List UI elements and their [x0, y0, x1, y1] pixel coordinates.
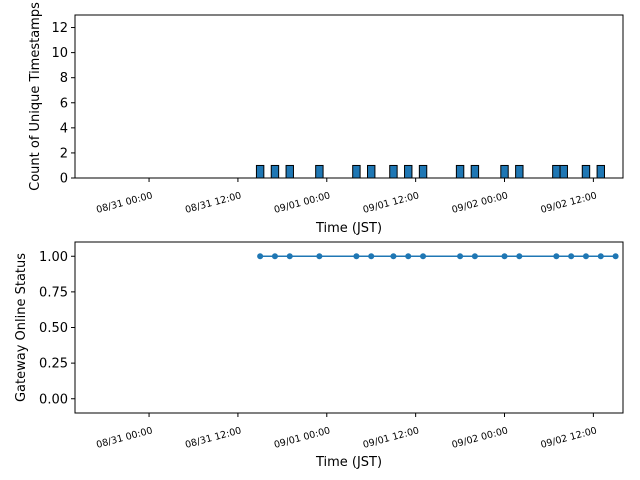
bar [418, 164, 428, 179]
bottom-chart-x-axis-label: Time (JST) [315, 455, 382, 470]
bottom-chart-x-tick-label: 09/02 00:00 [451, 425, 510, 451]
top-chart-axes: 0 2 4 6 8 10 12 08/31 00:00 08/31 12:00 09/01 00:… [28, 2, 624, 236]
data-point [501, 253, 508, 260]
top-chart-y-tick-label: 2 [60, 146, 68, 161]
bottom-chart-plot-area: 0.00 0.25 0.50 0.75 1.00 08/31 00:00 08/31 12:… [39, 241, 624, 451]
bottom-chart-x-tick-label: 09/02 12:00 [539, 425, 598, 451]
top-chart-x-tick-label: 08/31 12:00 [184, 190, 243, 216]
data-point [271, 253, 278, 260]
bar [455, 164, 465, 179]
bottom-chart-x-tick-label: 08/31 12:00 [184, 425, 243, 451]
data-point [368, 253, 375, 260]
top-chart-x-axis-label: Time (JST) [315, 221, 382, 236]
data-point [353, 253, 360, 260]
top-chart-y-tick-label: 4 [60, 121, 68, 136]
data-point [457, 253, 464, 260]
top-chart-y-axis-label: Count of Unique Timestamps [28, 2, 43, 191]
bar [559, 164, 568, 179]
bottom-chart-y-tick-label: 0.25 [39, 357, 68, 372]
data-point [390, 253, 397, 260]
data-point [597, 253, 604, 260]
bottom-chart-y-tick-label: 1.00 [39, 250, 68, 265]
top-chart-x-tick-label: 09/01 00:00 [273, 190, 332, 216]
top-chart-plot-area: 0 2 4 6 8 10 12 08/31 00:00 08/31 12:00 09/01 00:… [51, 14, 624, 216]
data-point [612, 253, 619, 260]
top-chart-frame [74, 14, 624, 179]
bar [270, 164, 280, 179]
bottom-chart-y-tick-label: 0.75 [39, 285, 68, 300]
bottom-chart-x-tick-label: 09/01 00:00 [273, 425, 332, 451]
bar [389, 164, 398, 179]
top-chart-y-tick-label: 8 [60, 71, 68, 86]
top-chart-y-tick-label: 10 [51, 46, 68, 61]
top-chart-y-tick-label: 12 [51, 21, 68, 36]
bar [285, 164, 294, 179]
top-chart-x-tick-label: 09/02 12:00 [539, 190, 598, 216]
data-point [405, 253, 412, 260]
top-chart-x-tick-label: 09/02 00:00 [451, 190, 510, 216]
bar [552, 164, 561, 179]
bottom-chart-y-tick-label: 0.00 [39, 392, 68, 407]
bar [596, 164, 605, 179]
data-point [582, 253, 589, 260]
top-chart-x-tick-label: 08/31 00:00 [95, 190, 154, 216]
bar [315, 164, 324, 179]
bottom-chart-frame [74, 241, 624, 414]
data-point [257, 253, 264, 260]
bottom-chart-y-axis-label: Gateway Online Status [14, 253, 29, 402]
bar [515, 164, 524, 179]
bar [255, 164, 265, 179]
data-point [471, 253, 478, 260]
bottom-chart-x-tick-label: 08/31 00:00 [95, 425, 154, 451]
top-chart-y-tick-label: 6 [60, 96, 68, 111]
bar [470, 164, 480, 179]
top-chart-x-tick-label: 09/01 12:00 [362, 190, 421, 216]
data-point [568, 253, 575, 260]
bottom-chart-y-tick-label: 0.50 [39, 321, 68, 336]
bar [581, 164, 591, 179]
top-chart-y-tick-label: 0 [60, 172, 68, 187]
bar [404, 164, 413, 179]
data-point [516, 253, 523, 260]
bar [352, 164, 361, 179]
bar [500, 164, 509, 179]
data-point [553, 253, 560, 260]
data-point [420, 253, 427, 260]
bottom-chart-x-tick-label: 09/01 12:00 [362, 425, 421, 451]
data-point [316, 253, 323, 260]
bar [367, 164, 376, 179]
bottom-chart-axes: 0.00 0.25 0.50 0.75 1.00 08/31 00:00 08/31 12:… [14, 241, 624, 470]
data-point [286, 253, 293, 260]
